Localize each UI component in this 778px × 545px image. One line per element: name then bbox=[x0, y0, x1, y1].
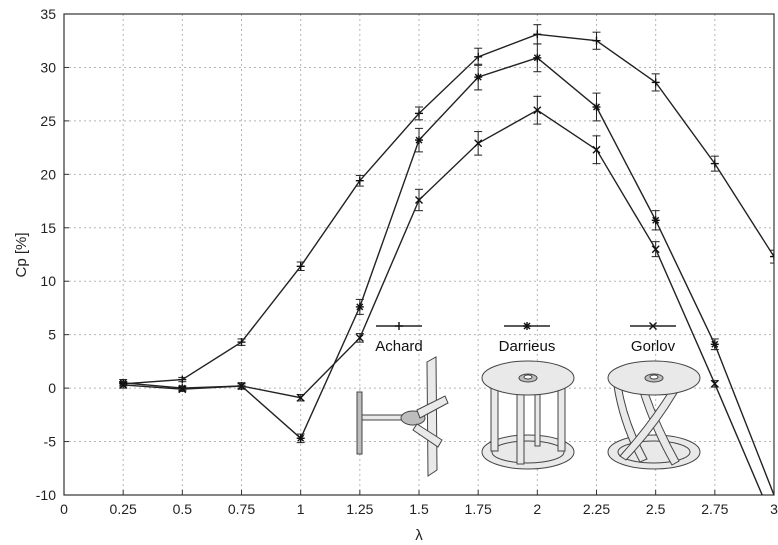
grid bbox=[64, 14, 774, 495]
y-tick-label: -10 bbox=[36, 487, 56, 503]
data-point-gorlov bbox=[237, 382, 246, 390]
data-point-gorlov bbox=[651, 245, 660, 254]
legend-marker-achard bbox=[395, 322, 403, 330]
legend-label-achard: Achard bbox=[375, 338, 423, 355]
x-tick-label: 2.5 bbox=[646, 501, 666, 517]
legend-item-gorlov: Gorlov bbox=[630, 322, 676, 355]
y-tick-label: 5 bbox=[48, 327, 56, 343]
x-tick-label: 1.25 bbox=[346, 501, 373, 517]
data-point-achard bbox=[651, 78, 660, 87]
data-point-achard bbox=[533, 30, 542, 39]
x-tick-label: 3 bbox=[770, 501, 778, 517]
x-tick-label: 0 bbox=[60, 501, 68, 517]
legend-marker-darrieus bbox=[523, 322, 531, 330]
data-point-achard bbox=[474, 52, 483, 61]
series-line-gorlov bbox=[123, 109, 763, 495]
achard-turbine-illustration bbox=[356, 356, 449, 477]
data-point-achard bbox=[296, 262, 305, 271]
data-point-darrieus bbox=[710, 340, 719, 349]
legend-label-darrieus: Darrieus bbox=[499, 338, 556, 355]
gorlov-turbine-illustration bbox=[607, 360, 701, 470]
legend-item-achard: Achard bbox=[375, 322, 423, 355]
x-axis-label: λ bbox=[415, 527, 423, 544]
y-tick-label: 25 bbox=[40, 113, 56, 129]
series-gorlov bbox=[119, 95, 763, 495]
data-point-gorlov bbox=[355, 333, 364, 342]
data-point-gorlov bbox=[533, 106, 542, 115]
data-point-gorlov bbox=[119, 380, 128, 389]
y-tick-label: 10 bbox=[40, 273, 56, 289]
y-tick-label: 35 bbox=[40, 6, 56, 22]
x-tick-label: 2 bbox=[533, 501, 541, 517]
data-point-achard bbox=[770, 252, 774, 261]
data-point-gorlov bbox=[296, 393, 305, 402]
x-tick-label: 2.25 bbox=[583, 501, 610, 517]
x-tick-label: 1.5 bbox=[409, 501, 429, 517]
y-tick-label: 30 bbox=[40, 59, 56, 75]
data-point-gorlov bbox=[415, 196, 423, 204]
y-axis-label: Cp [%] bbox=[13, 232, 30, 277]
x-tick-label: 1.75 bbox=[465, 501, 492, 517]
y-tick-label: 0 bbox=[48, 380, 56, 396]
data-point-darrieus bbox=[651, 216, 660, 225]
series-darrieus bbox=[119, 43, 774, 495]
y-tick-label: 20 bbox=[40, 166, 56, 182]
data-point-gorlov bbox=[474, 139, 483, 148]
data-point-achard bbox=[415, 109, 423, 118]
data-point-darrieus bbox=[592, 103, 601, 111]
data-point-achard bbox=[592, 36, 601, 45]
data-point-darrieus bbox=[415, 136, 423, 145]
x-tick-label: 0.5 bbox=[173, 501, 193, 517]
legend: Achard Darrieus Gorlov bbox=[375, 322, 676, 355]
data-point-darrieus bbox=[474, 73, 483, 82]
legend-marker-gorlov bbox=[649, 322, 657, 330]
series-group bbox=[119, 24, 774, 495]
data-point-darrieus bbox=[533, 53, 542, 62]
darrieus-turbine-illustration bbox=[481, 360, 575, 470]
data-point-achard bbox=[178, 375, 187, 384]
y-tick-label: -5 bbox=[44, 434, 57, 450]
y-tick-label: 15 bbox=[40, 220, 56, 236]
data-point-achard bbox=[710, 159, 719, 168]
series-achard bbox=[119, 24, 774, 388]
x-tick-label: 0.25 bbox=[110, 501, 137, 517]
data-point-gorlov bbox=[178, 385, 187, 394]
x-tick-label: 1 bbox=[297, 501, 305, 517]
legend-item-darrieus: Darrieus bbox=[499, 322, 556, 355]
data-point-gorlov bbox=[592, 145, 601, 154]
legend-label-gorlov: Gorlov bbox=[631, 338, 676, 355]
series-line-darrieus bbox=[123, 57, 774, 495]
error-bar-achard bbox=[770, 249, 774, 264]
series-line-achard bbox=[123, 33, 774, 385]
data-point-achard bbox=[237, 338, 246, 347]
data-point-darrieus bbox=[355, 302, 364, 311]
x-tick-label: 0.75 bbox=[228, 501, 255, 517]
data-point-darrieus bbox=[296, 434, 305, 443]
axis-ticks: 0 0.25 0.5 0.75 1 1.25 1.5 1.75 2 2.25 2.5 2.75 3 -10… bbox=[36, 6, 778, 517]
data-point-gorlov bbox=[710, 379, 719, 388]
data-point-achard bbox=[355, 176, 364, 185]
x-tick-label: 2.75 bbox=[701, 501, 728, 517]
